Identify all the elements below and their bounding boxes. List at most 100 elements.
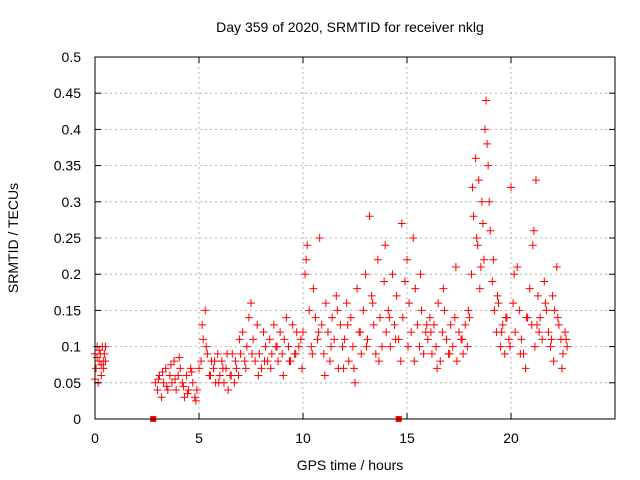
data-point [469, 212, 478, 221]
data-point [213, 349, 222, 358]
data-point [171, 375, 180, 384]
data-point [230, 378, 239, 387]
data-point [474, 176, 483, 185]
y-tick-label: 0.15 [54, 302, 81, 318]
data-point [544, 328, 553, 337]
data-point [178, 378, 187, 387]
data-point [182, 371, 191, 380]
data-point [397, 219, 406, 228]
data-point [445, 349, 454, 358]
y-axis-label: SRMTID / TECUs [5, 183, 21, 293]
data-point [540, 277, 549, 286]
data-point [332, 291, 341, 300]
data-point [254, 371, 263, 380]
data-point [478, 219, 487, 228]
data-point [484, 161, 493, 170]
data-point [187, 367, 196, 376]
data-point [249, 335, 258, 344]
x-tick-label: 10 [295, 430, 311, 446]
data-point [183, 389, 192, 398]
data-point [302, 255, 311, 264]
data-point [351, 378, 359, 387]
data-point [95, 346, 104, 355]
data-point [552, 262, 561, 271]
data-point [154, 375, 163, 384]
data-point [328, 313, 337, 322]
data-point [210, 357, 219, 366]
data-point [368, 299, 377, 308]
data-point [348, 342, 357, 351]
data-point [363, 335, 372, 344]
data-point [533, 320, 541, 329]
data-point [498, 320, 507, 329]
data-point [259, 328, 268, 337]
data-point [257, 364, 266, 373]
data-point [497, 328, 506, 337]
data-point [326, 357, 335, 366]
data-point [179, 382, 188, 391]
data-point [284, 342, 293, 351]
data-point [280, 335, 289, 344]
data-point [410, 357, 419, 366]
data-point [542, 306, 551, 315]
data-point [297, 364, 306, 373]
data-point [303, 241, 312, 250]
data-point [538, 335, 547, 344]
data-point [436, 357, 445, 366]
data-point [343, 320, 352, 329]
data-point [494, 299, 503, 308]
data-point [321, 299, 330, 308]
data-point [468, 183, 477, 192]
data-point [554, 320, 563, 329]
data-point [201, 306, 210, 315]
data-point [535, 328, 544, 337]
data-point [198, 320, 207, 329]
data-point [162, 382, 171, 391]
data-point [315, 234, 324, 242]
data-point [356, 328, 365, 337]
data-point [531, 176, 540, 185]
data-point [522, 313, 531, 322]
data-point [405, 299, 414, 308]
data-point [434, 299, 443, 308]
x-tick-label: 20 [503, 430, 519, 446]
data-point [188, 378, 197, 387]
data-point [541, 299, 550, 308]
data-point [99, 364, 108, 373]
data-point [158, 367, 167, 376]
data-point [481, 125, 489, 134]
data-point [489, 255, 498, 264]
data-point [215, 371, 224, 380]
x-tick-label: 5 [195, 430, 203, 446]
data-point [361, 270, 370, 279]
data-point [333, 306, 342, 315]
data-point [557, 364, 566, 373]
data-point [323, 328, 332, 337]
data-point [202, 342, 211, 351]
data-point [380, 277, 389, 286]
data-point [450, 313, 459, 322]
data-point [452, 357, 461, 366]
data-point [451, 262, 460, 271]
data-point [382, 328, 391, 337]
data-point [278, 349, 287, 358]
data-point [260, 357, 269, 366]
data-point [521, 364, 530, 373]
data-point [232, 364, 241, 373]
data-point [415, 342, 424, 351]
data-point [563, 342, 572, 351]
data-point [353, 284, 362, 293]
data-point [301, 270, 310, 279]
data-point [505, 342, 514, 351]
data-point [184, 386, 193, 395]
data-point [285, 357, 294, 366]
data-point [439, 284, 448, 293]
data-point [320, 371, 329, 380]
data-point [509, 299, 518, 308]
data-point [296, 335, 305, 344]
data-point [93, 353, 102, 362]
data-point [463, 342, 472, 351]
data-point [375, 313, 384, 322]
data-point [231, 357, 240, 366]
y-tick-label: 0.4 [62, 121, 82, 137]
